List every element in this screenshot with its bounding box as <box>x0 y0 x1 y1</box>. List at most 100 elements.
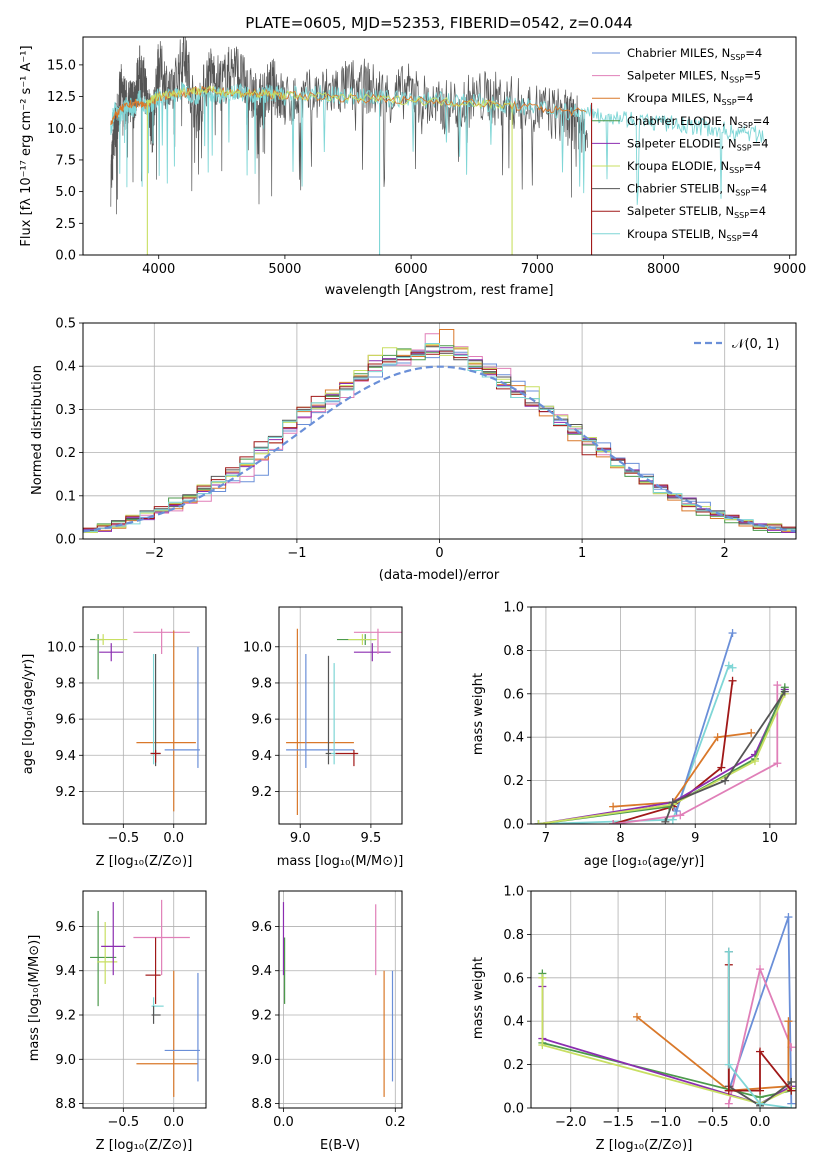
z-vs-weight-xtick-label-3: −0.5 <box>697 1115 729 1130</box>
legend-entry-label: Chabrier MILES, N <box>627 46 730 60</box>
z-vs-mass-point-4 <box>145 937 161 1004</box>
z-vs-mass-xtick-label-1: 0.0 <box>163 1115 184 1130</box>
z-vs-weight-marker-kroupa_elodie-1 <box>538 1041 547 1050</box>
z-vs-age-ytick-label-2: 9.6 <box>55 713 76 728</box>
legend-entry-label: Kroupa STELIB, N <box>627 227 727 241</box>
age-vs-weight-xlabel: age [log₁₀(age/yr)] <box>584 854 705 869</box>
z-vs-weight-xtick-label-1: −1.5 <box>602 1115 634 1130</box>
legend-entry-label: Kroupa MILES, N <box>627 91 722 105</box>
z-vs-age-xtick-label-0: −0.5 <box>108 831 140 846</box>
z-vs-mass-point-1 <box>97 922 118 984</box>
mass-vs-age-point-1 <box>286 654 354 768</box>
age-vs-weight-marker-salpeter_stelib-2 <box>717 763 726 772</box>
z-vs-mass-point-3 <box>133 899 190 976</box>
panel-residuals: 𝒩(0, 1) −2 −1 0 1 2 0.0 0.1 0.2 0.3 0.4 0.5 (data-m… <box>30 317 797 583</box>
age-vs-weight-marker-kroupa_miles-0 <box>609 802 618 811</box>
age-vs-weight-ylabel: mass weight <box>471 673 486 755</box>
ebv-vs-mass-ytick-label-2: 9.2 <box>251 1009 272 1024</box>
ebv-vs-mass-xtick-label-1: 0.2 <box>385 1115 406 1130</box>
z-vs-weight-marker-kroupa_elodie-0 <box>538 973 547 982</box>
spectrum-xlabel: wavelength [Angstrom, rest frame] <box>325 283 554 298</box>
legend-entry-sub: SSP <box>735 189 750 198</box>
age-vs-weight-marker-salpeter_miles-2 <box>773 759 782 768</box>
z-vs-age-point-6 <box>150 654 161 767</box>
z-vs-mass-xtick-label-0: −0.5 <box>108 1115 140 1130</box>
legend-entry-suffix: =4 <box>753 114 770 128</box>
residuals-ytick-label-5: 0.5 <box>55 317 76 332</box>
z-vs-weight-marker-kroupa_stelib-3 <box>787 1104 796 1108</box>
mass-vs-age-point-8 <box>353 628 402 655</box>
mass-vs-age-xlabel: mass [log₁₀(M/M⊙)] <box>277 854 404 869</box>
age-vs-weight-ytick-label-3: 0.6 <box>503 687 524 702</box>
age-vs-weight-plot-area: 7 8 9 10 0.0 0.2 0.4 0.6 0.8 1.0 <box>503 601 797 846</box>
z-vs-weight-series-kroupa_elodie <box>541 977 792 1105</box>
spectrum-xtick-label-1: 5000 <box>268 262 301 277</box>
z-vs-mass-point-7 <box>136 970 198 1097</box>
spectrum-ytick-label-3: 7.5 <box>55 153 76 168</box>
legend-entry-chabrier_stelib: Chabrier STELIB, NSSP=4 <box>627 182 767 198</box>
z-vs-mass-ylabel: mass [log₁₀(M/M⊙)] <box>27 935 42 1062</box>
spectrum-series-chabrier_stelib <box>110 37 588 215</box>
age-vs-weight-marker-salpeter_miles-0 <box>609 820 618 824</box>
age-vs-weight-frame <box>530 606 797 825</box>
age-vs-weight-series-kroupa_stelib <box>538 664 733 824</box>
ebv-vs-mass-marks <box>282 902 394 1097</box>
histogram-salpeter_stelib <box>83 350 796 539</box>
age-vs-weight-marker-chabrier_stelib-3 <box>780 687 789 696</box>
z-vs-weight-marker-salpeter_stelib-1 <box>724 1086 733 1095</box>
age-vs-weight-marker-chabrier_stelib-2 <box>721 776 730 785</box>
z-vs-weight-frame <box>530 890 797 1109</box>
age-vs-weight-xtick-label-1: 8 <box>616 831 624 846</box>
legend-entry-sub: SSP <box>722 98 737 107</box>
legend-entry-suffix: =4 <box>745 46 762 60</box>
mass-vs-age-ytick-label-4: 10.0 <box>243 640 272 655</box>
spectrum-ytick-label-2: 5.0 <box>55 185 76 200</box>
spectrum-xtick-label-5: 9000 <box>773 262 806 277</box>
age-vs-weight-ytick-label-4: 0.8 <box>503 644 524 659</box>
z-vs-mass-marks <box>90 899 200 1097</box>
residuals-ytick-label-0: 0.0 <box>55 533 76 548</box>
spectrum-marks <box>110 37 764 255</box>
z-vs-mass-frame <box>82 890 207 1109</box>
age-vs-weight-marks <box>534 629 789 824</box>
z-vs-mass-xlabel: Z [log₁₀(Z/Z⊙)] <box>96 1138 193 1153</box>
z-vs-mass-plot-area: −0.5 0.0 8.8 9.0 9.2 9.4 9.6 <box>55 890 207 1130</box>
z-vs-weight-marker-kroupa_stelib-0 <box>724 947 733 956</box>
legend-entry-suffix: =4 <box>752 136 769 150</box>
normal-legend-label: 𝒩(0, 1) <box>732 337 779 352</box>
panel-z-vs-age: −0.5 0.09.29.49.69.810.0 Z [log₁₀(Z/Z⊙)] … <box>21 606 207 869</box>
spectrum-ylabel: Flux [fλ 10⁻¹⁷ erg cm⁻² s⁻¹ A⁻¹] <box>19 45 34 246</box>
spectrum-xtick-label-4: 8000 <box>647 262 680 277</box>
z-vs-weight-plot-area: −2.0 −1.5 −1.0 −0.5 0.0 0.0 0.2 0.4 0.6 0.8 1.0 <box>503 885 797 1130</box>
z-vs-weight-ylabel: mass weight <box>471 957 486 1039</box>
age-vs-weight-marker-chabrier_miles-1 <box>672 806 681 815</box>
z-vs-weight-ytick-label-1: 0.2 <box>503 1058 524 1073</box>
legend-entry-sub: SSP <box>729 76 744 85</box>
age-vs-weight-marker-salpeter_stelib-3 <box>728 676 737 685</box>
age-vs-weight-series-kroupa_miles <box>613 732 752 808</box>
age-vs-weight-marker-salpeter_miles-1 <box>676 811 685 820</box>
ebv-vs-mass-ytick-label-0: 8.8 <box>251 1097 272 1112</box>
residuals-ytick-label-2: 0.2 <box>55 446 76 461</box>
panel-age-vs-weight: 7 8 9 10 0.0 0.2 0.4 0.6 0.8 1.0 age [log₁₀(age/y… <box>471 601 797 869</box>
age-vs-weight-ytick-label-5: 1.0 <box>503 601 524 616</box>
mass-vs-age-ytick-label-0: 9.2 <box>251 785 272 800</box>
residuals-xtick-label-3: 1 <box>578 546 586 561</box>
z-vs-mass-point-8 <box>164 972 200 1082</box>
legend-entry-suffix: =4 <box>742 227 759 241</box>
z-vs-age-plot-area: −0.5 0.0 9.2 9.4 9.6 9.8 10.0 <box>47 606 207 846</box>
z-vs-age-ytick-label-0: 9.2 <box>55 785 76 800</box>
z-vs-mass-ytick-label-4: 9.6 <box>55 920 76 935</box>
normal-curve <box>83 365 796 533</box>
legend-entry-sub: SSP <box>730 53 745 62</box>
z-vs-weight-marker-salpeter_stelib-4 <box>787 1086 796 1095</box>
ebv-vs-mass-ytick-label-3: 9.4 <box>251 964 272 979</box>
z-vs-age-xtick-label-1: 0.0 <box>163 831 184 846</box>
legend-entry-sub: SSP <box>738 121 753 130</box>
legend-entry-label: Kroupa ELODIE, N <box>627 159 729 173</box>
z-vs-age-point-2 <box>99 643 124 662</box>
spectrum-ytick-label-6: 15.0 <box>47 58 76 73</box>
legend-entry-label: Salpeter STELIB, N <box>627 204 734 218</box>
histogram-kroupa_stelib <box>83 343 796 539</box>
